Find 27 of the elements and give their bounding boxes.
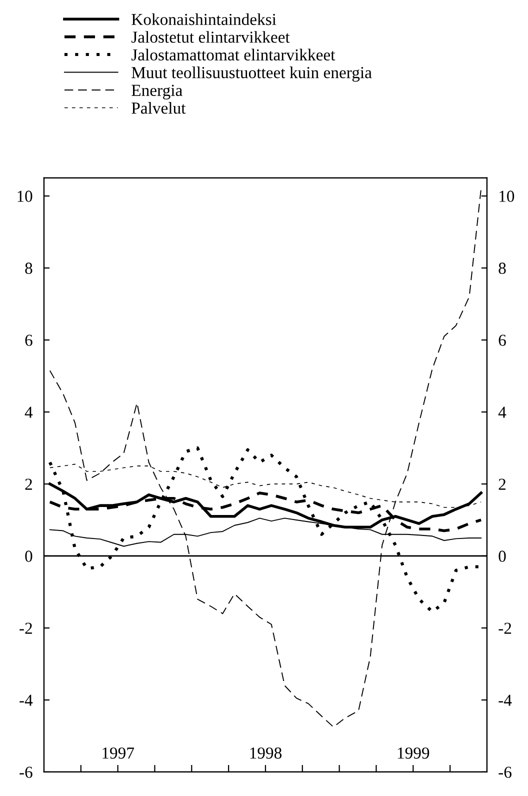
y2-tick-label: -6 xyxy=(498,766,512,778)
y-tick-label: 4 xyxy=(24,406,33,418)
legend-label: Energia xyxy=(132,84,182,100)
y2-tick-label: 4 xyxy=(498,406,506,418)
y-tick-label: 10 xyxy=(18,190,32,202)
x-tick-label: 1997 xyxy=(102,747,134,759)
y2-tick-label: -4 xyxy=(498,694,512,706)
y-tick-label: -4 xyxy=(20,694,33,706)
y-tick-label: -6 xyxy=(20,766,32,778)
legend-label: Muut teollisuustuotteet kuin energia xyxy=(132,66,372,82)
y-tick-label: 0 xyxy=(25,550,32,562)
legend-label: Palvelut xyxy=(132,102,186,114)
y-tick-label: -2 xyxy=(20,622,32,634)
x-tick-label: 1998 xyxy=(250,747,282,759)
y-tick-label: 6 xyxy=(25,334,32,346)
y2-tick-label: 10 xyxy=(500,190,514,202)
legend-label: Jalostetut elintarvikkeet xyxy=(131,31,290,43)
y2-tick-label: 0 xyxy=(498,550,506,562)
legend-label: Kokonaishintaindeksi xyxy=(132,13,276,26)
y-tick-label: 2 xyxy=(25,478,32,490)
legend-label: Jalostamattomat elintarvikkeet xyxy=(131,48,336,61)
y2-tick-label: 8 xyxy=(498,262,506,274)
y2-tick-label: -2 xyxy=(498,622,512,634)
y2-tick-label: 6 xyxy=(498,334,506,346)
x-tick-label: 1999 xyxy=(398,747,430,759)
y-tick-label: 8 xyxy=(25,262,32,274)
y2-tick-label: 2 xyxy=(498,478,506,490)
